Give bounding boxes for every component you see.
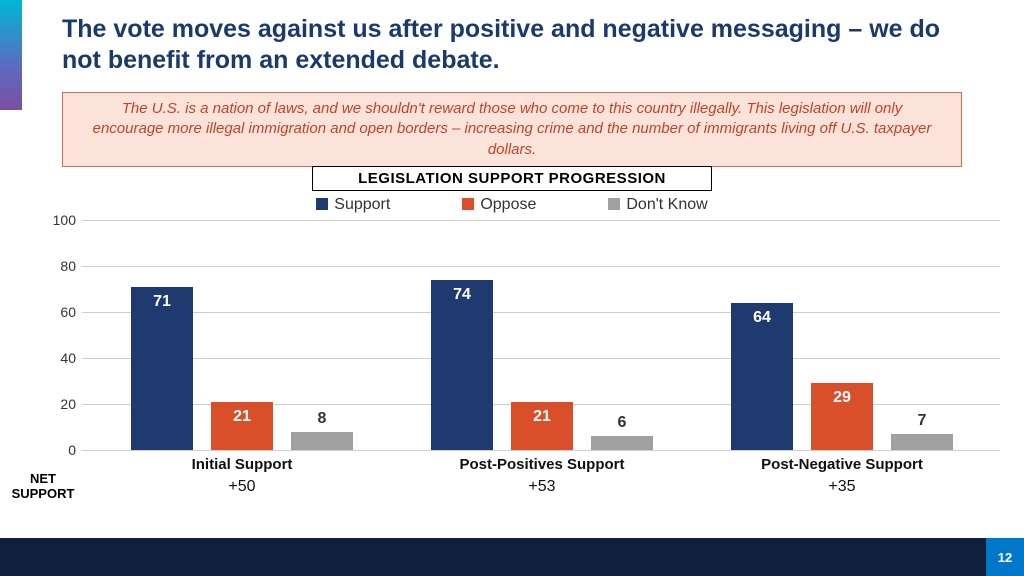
legend-label: Support — [334, 196, 390, 213]
bar-value: 6 — [591, 414, 653, 432]
category-label: Post-Positives Support — [412, 456, 672, 473]
legend-swatch — [608, 198, 620, 210]
legend-swatch — [316, 198, 328, 210]
legend: Support Oppose Don't Know — [0, 196, 1024, 214]
chart-title: LEGISLATION SUPPORT PROGRESSION — [312, 166, 712, 191]
bar-group: 64 29 7 — [712, 220, 972, 450]
callout-box: The U.S. is a nation of laws, and we sho… — [62, 92, 962, 167]
slide-title: The vote moves against us after positive… — [62, 14, 962, 77]
bar: 6 — [591, 436, 653, 450]
bar-value: 64 — [731, 309, 793, 327]
bar: 8 — [291, 432, 353, 450]
bar: 21 — [211, 402, 273, 450]
net-support-label: NETSUPPORT — [0, 472, 86, 502]
y-axis-label: 20 — [42, 396, 76, 412]
bar-chart: 02040608010071218Initial Support+5074216… — [40, 220, 1000, 470]
net-value: +53 — [412, 478, 672, 496]
bar: 74 — [431, 280, 493, 450]
bar-value: 21 — [511, 408, 573, 426]
plot-area: 02040608010071218Initial Support+5074216… — [82, 220, 1000, 450]
bar: 71 — [131, 287, 193, 450]
legend-swatch — [462, 198, 474, 210]
page-number: 12 — [986, 538, 1024, 576]
category-label: Post-Negative Support — [712, 456, 972, 473]
bar: 21 — [511, 402, 573, 450]
legend-item: Support — [316, 196, 390, 214]
legend-label: Oppose — [480, 196, 536, 213]
y-axis-label: 0 — [42, 442, 76, 458]
bar-group: 74 21 6 — [412, 220, 672, 450]
bar-value: 74 — [431, 286, 493, 304]
bar: 7 — [891, 434, 953, 450]
y-axis-label: 100 — [42, 212, 76, 228]
bar: 64 — [731, 303, 793, 450]
bar-group: 71 21 8 — [112, 220, 372, 450]
gridline — [82, 450, 1000, 451]
bar-value: 71 — [131, 293, 193, 311]
y-axis-label: 60 — [42, 304, 76, 320]
bar-value: 21 — [211, 408, 273, 426]
legend-label: Don't Know — [626, 196, 707, 213]
legend-item: Oppose — [462, 196, 536, 214]
footer-bar — [0, 538, 1024, 576]
bar: 29 — [811, 383, 873, 450]
legend-item: Don't Know — [608, 196, 707, 214]
accent-bar — [0, 0, 22, 110]
y-axis-label: 80 — [42, 258, 76, 274]
net-value: +50 — [112, 478, 372, 496]
bar-value: 29 — [811, 389, 873, 407]
net-value: +35 — [712, 478, 972, 496]
bar-value: 7 — [891, 412, 953, 430]
category-label: Initial Support — [112, 456, 372, 473]
y-axis-label: 40 — [42, 350, 76, 366]
bar-value: 8 — [291, 410, 353, 428]
